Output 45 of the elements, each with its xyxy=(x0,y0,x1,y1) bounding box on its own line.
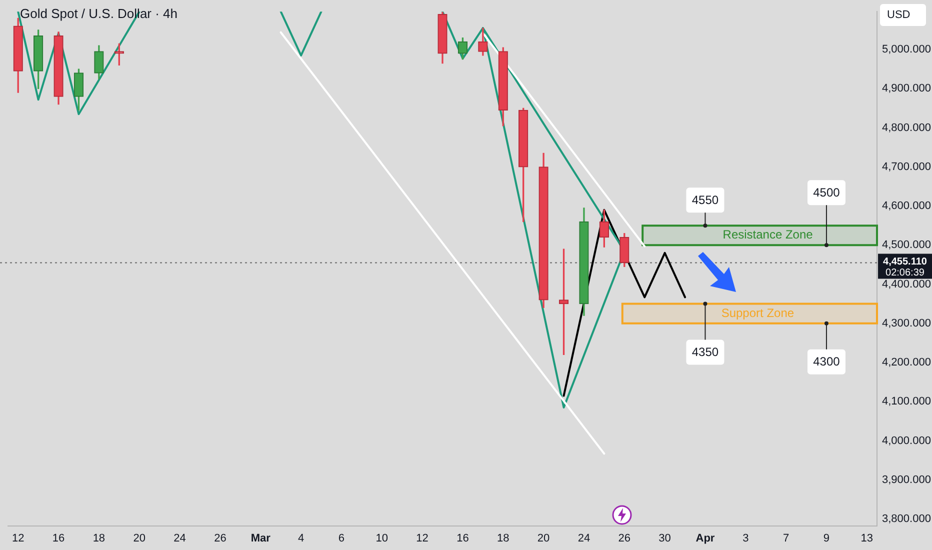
y-tick-label: 4,900.000 xyxy=(882,82,931,95)
x-tick-label: 6 xyxy=(338,532,345,545)
x-tick-label: 20 xyxy=(537,532,550,545)
x-tick-label: 9 xyxy=(823,532,830,545)
x-tick-label: Apr xyxy=(696,532,716,545)
band-label: Support Zone xyxy=(721,306,794,320)
annotation: 4350 xyxy=(692,345,719,360)
y-tick-label: 4,300.000 xyxy=(882,317,931,330)
y-tick-label: 4,200.000 xyxy=(882,356,931,369)
x-tick-label: 24 xyxy=(578,532,590,545)
annotation: 4500 xyxy=(813,185,840,200)
y-tick-label: 4,100.000 xyxy=(882,396,931,408)
x-tick-label: 26 xyxy=(618,532,631,545)
x-tick-label: 20 xyxy=(133,532,146,545)
y-tick-label: 4,600.000 xyxy=(882,200,931,212)
y-tick-label: 4,700.000 xyxy=(882,160,931,173)
y-tick-label: 5,000.000 xyxy=(882,44,931,56)
x-tick-label: 18 xyxy=(92,532,106,545)
text: 02:06:39 xyxy=(886,267,925,278)
band-label: Resistance Zone xyxy=(722,228,814,242)
y-tick-label: 4,000.000 xyxy=(882,434,931,447)
ref-line-label: 4,455.110 xyxy=(883,256,928,268)
x-tick-label: 12 xyxy=(12,532,24,545)
y-tick-label: 3,900.000 xyxy=(882,474,931,486)
x-tick-label: 10 xyxy=(376,532,388,545)
x-tick-label: 7 xyxy=(782,532,790,545)
x-tick-label: 30 xyxy=(658,532,671,545)
annotation: 4550 xyxy=(692,192,719,207)
chart-title: Gold Spot / U.S. Dollar · 4h xyxy=(20,6,178,21)
x-tick-label: 16 xyxy=(456,532,469,545)
x-tick-label: 26 xyxy=(214,532,226,545)
y-tick-label: 3,800.000 xyxy=(882,512,931,525)
x-tick-label: 3 xyxy=(742,532,749,545)
y-tick-label: 4,800.000 xyxy=(882,122,931,134)
y-axis-title: USD xyxy=(880,4,926,26)
x-tick-label: 13 xyxy=(860,532,874,545)
x-tick-label: 12 xyxy=(416,532,428,545)
x-tick-label: 18 xyxy=(497,532,510,545)
x-tick-label: 24 xyxy=(174,532,186,545)
annotation: 4300 xyxy=(813,354,840,369)
x-tick-label: Mar xyxy=(250,532,272,545)
y-tick-label: 4,400.000 xyxy=(882,278,931,290)
y-tick-label: 4,500.000 xyxy=(882,239,931,252)
x-tick-label: 4 xyxy=(298,532,304,545)
x-tick-label: 16 xyxy=(52,532,65,545)
